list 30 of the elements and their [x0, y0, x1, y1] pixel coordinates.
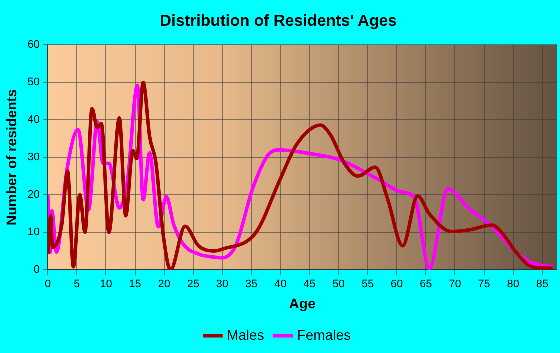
y-tick-label: 30	[28, 152, 40, 164]
x-tick-label: 65	[420, 278, 432, 291]
x-tick-label: 80	[507, 278, 520, 291]
x-tick-label: 85	[536, 278, 549, 291]
y-tick-label: 10	[28, 226, 40, 239]
x-tick-label: 60	[390, 278, 404, 291]
x-tick-label: 75	[478, 278, 490, 291]
x-tick-label: 45	[304, 278, 316, 291]
x-tick-label: 40	[274, 278, 287, 291]
x-tick-label: 15	[129, 278, 142, 291]
legend-label: Females	[297, 326, 352, 343]
y-tick-label: 50	[28, 76, 40, 89]
x-tick-label: 20	[158, 278, 170, 291]
y-tick-label: 20	[28, 189, 40, 202]
legend-label: Males	[226, 326, 264, 343]
x-axis-title: Age	[289, 295, 316, 312]
x-tick-label: 30	[216, 278, 229, 291]
x-tick-label: 10	[100, 278, 112, 291]
y-axis-title: Number of residents	[3, 89, 20, 226]
x-tick-label: 70	[449, 278, 462, 291]
x-tick-label: 50	[332, 278, 345, 291]
x-tick-label: 35	[245, 278, 258, 291]
x-tick-label: 55	[362, 278, 374, 291]
x-tick-label: 5	[74, 278, 80, 291]
x-tick-label: 25	[187, 278, 200, 291]
y-tick-label: 0	[34, 264, 40, 276]
y-tick-label: 40	[28, 114, 40, 126]
x-tick-label: 0	[44, 278, 52, 291]
y-tick-label: 60	[28, 39, 40, 52]
chart-title: Distribution of Residents' Ages	[160, 13, 398, 30]
